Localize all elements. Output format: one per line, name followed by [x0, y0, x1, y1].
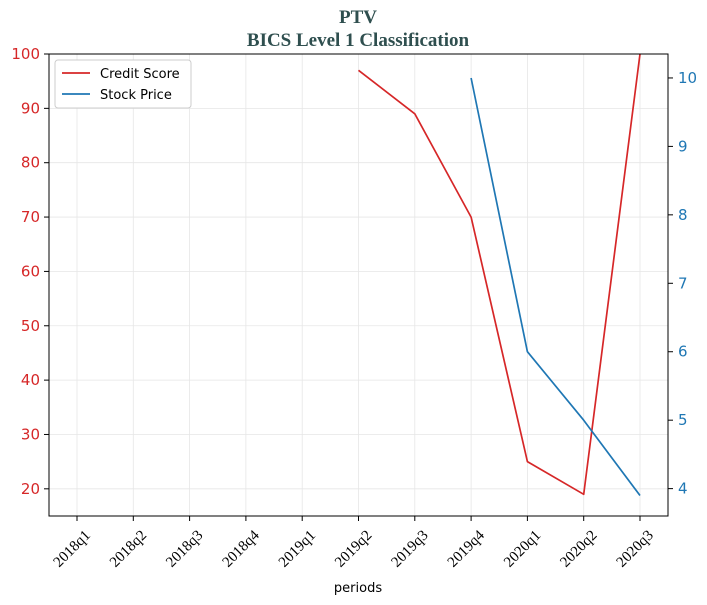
grid — [49, 53, 668, 516]
legend-label: Credit Score — [100, 67, 180, 82]
legend-box — [54, 59, 192, 109]
y-left-tick-label: 70 — [21, 208, 40, 226]
y-left-tick-label: 50 — [21, 317, 40, 335]
x-tick-label: 2020q1 — [501, 528, 544, 571]
x-tick-label: 2018q2 — [107, 528, 150, 571]
y-left-tick-label: 60 — [21, 262, 40, 280]
y-left-tick-label: 80 — [21, 154, 40, 172]
y-right-tick-label: 5 — [678, 411, 688, 429]
plot-frame — [48, 53, 669, 517]
x-tick-label: 2018q1 — [51, 528, 94, 571]
x-tick-label: 2018q3 — [163, 528, 206, 571]
x-axis: 2018q1 2018q2 2018q3 2018q4 2019q1 2019q2 2019… — [51, 516, 657, 571]
series-line-stock-price — [470, 77, 641, 497]
y-right-tick-label: 6 — [678, 343, 688, 361]
y-left-tick-label: 90 — [21, 99, 40, 117]
legend-label: Stock Price — [100, 88, 172, 103]
y-left-tick-label: 30 — [21, 425, 40, 443]
y-axis-left: 20 30 40 50 60 70 80 90 100 — [11, 45, 49, 498]
y-left-tick-label: 40 — [21, 371, 40, 389]
y-right-tick-label: 7 — [678, 274, 688, 292]
y-left-tick-label: 100 — [11, 45, 40, 63]
x-tick-label: 2019q2 — [332, 528, 375, 571]
y-right-tick-label: 10 — [678, 69, 697, 87]
chart-title: PTV — [339, 7, 377, 28]
chart-subtitle: BICS Level 1 Classification — [247, 30, 470, 51]
x-tick-label: 2018q4 — [220, 527, 263, 570]
y-axis-right: 4 5 6 7 8 9 10 — [668, 69, 697, 498]
y-right-tick-label: 9 — [678, 137, 688, 155]
x-tick-label: 2020q2 — [557, 528, 600, 571]
series-line-credit-score — [357, 53, 641, 496]
series-lines — [357, 53, 641, 497]
x-tick-label: 2019q3 — [388, 528, 431, 571]
x-tick-label: 2020q3 — [614, 528, 657, 571]
y-right-tick-label: 8 — [678, 206, 688, 224]
y-right-tick-label: 4 — [678, 480, 688, 498]
y-left-tick-label: 20 — [21, 480, 40, 498]
x-tick-label: 2019q4 — [445, 527, 488, 570]
x-axis-label: periods — [334, 581, 382, 596]
legend: Credit Score Stock Price — [54, 59, 192, 109]
x-tick-label: 2019q1 — [276, 528, 319, 571]
